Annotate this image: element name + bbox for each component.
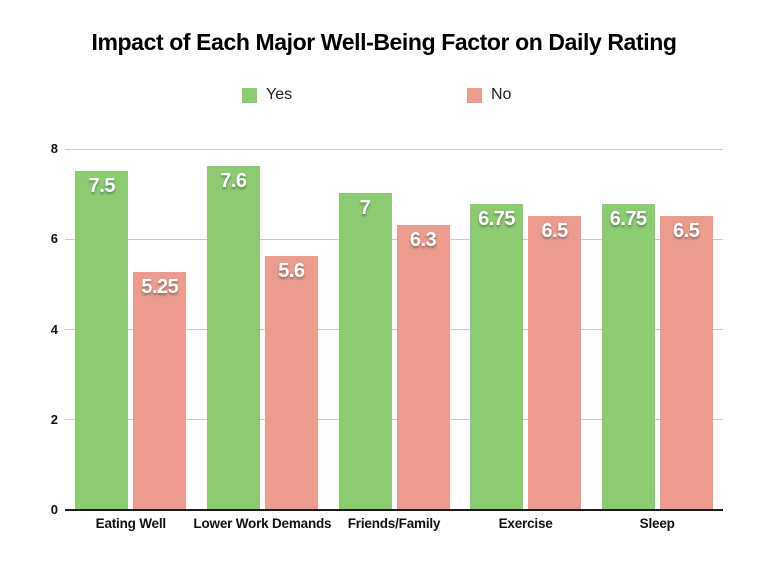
gridline [65, 329, 723, 330]
bar-no-1: 5.6 [264, 256, 318, 509]
bar-no-2: 6.3 [396, 224, 450, 509]
bar-value-label: 6.5 [673, 219, 700, 242]
bar-yes-4: 6.75 [601, 204, 655, 509]
bar-no-0: 5.25 [133, 272, 187, 509]
bar-yes-2: 7 [338, 193, 392, 509]
y-axis-tick-label: 0 [50, 502, 58, 517]
bar-value-label: 6.5 [541, 219, 568, 242]
bar-no-3: 6.5 [528, 215, 582, 509]
x-axis-label-1: Lower Work Demands [193, 516, 332, 531]
bar-value-label: 7.6 [220, 170, 247, 193]
bar-value-label: 5.25 [141, 276, 179, 299]
gridline [65, 148, 723, 150]
legend-label-yes: Yes [266, 86, 293, 103]
y-axis-tick-label: 4 [50, 321, 58, 337]
x-axis-label-3: Exercise [498, 516, 553, 531]
y-axis-tick-label: 6 [50, 231, 58, 247]
chart-title: Impact of Each Major Well-Being Factor o… [91, 29, 677, 55]
legend-swatch-yes [242, 87, 257, 103]
bar-value-label: 7.5 [88, 174, 116, 197]
bar-value-label: 5.6 [278, 260, 305, 283]
bar-no-4: 6.5 [659, 215, 713, 509]
bar-value-label: 6.3 [409, 228, 437, 251]
legend-item-no: No [467, 87, 511, 103]
bar-yes-0: 7.5 [75, 170, 129, 509]
x-axis-label-4: Sleep [639, 516, 675, 531]
bar-value-label: 6.75 [609, 208, 647, 231]
legend-item-yes: Yes [242, 87, 292, 103]
bar-value-label: 6.75 [478, 208, 516, 231]
legend-label-no: No [491, 86, 512, 103]
x-axis-label-2: Friends/Family [347, 516, 441, 531]
x-axis-line [65, 509, 723, 511]
gridline [65, 419, 723, 421]
legend-swatch-no [467, 87, 482, 103]
gridline [65, 238, 723, 240]
bar-yes-3: 6.75 [470, 204, 524, 509]
bar-yes-1: 7.6 [206, 166, 260, 509]
y-axis-tick-label: 2 [50, 411, 58, 427]
bar-value-label: 7 [359, 197, 371, 220]
y-axis-tick-label: 8 [50, 141, 58, 156]
x-axis-label-0: Eating Well [95, 516, 167, 531]
